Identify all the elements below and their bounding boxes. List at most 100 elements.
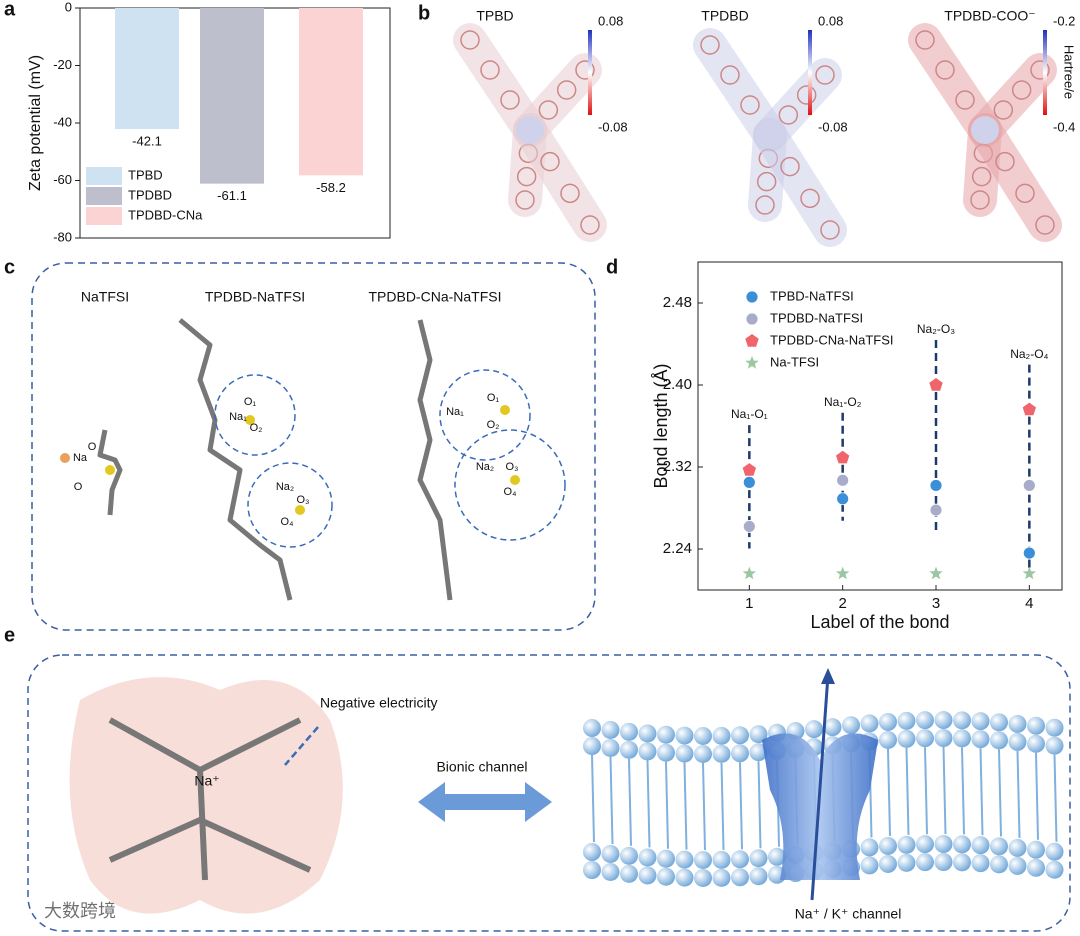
molecule-ring: [460, 30, 480, 50]
atom-label: O₃: [296, 494, 309, 506]
lipid-head: [638, 866, 657, 885]
bar: [299, 8, 363, 176]
pointer: [284, 726, 319, 766]
molecule-ring: [575, 60, 595, 80]
atom-label: O₃: [505, 461, 518, 473]
lipid-head: [934, 853, 953, 872]
point: [742, 566, 756, 580]
legend-marker: [745, 290, 759, 304]
lipid-tail: [646, 760, 651, 848]
lipid-tail: [628, 758, 632, 846]
interaction-ring: [454, 429, 566, 541]
lipid-head: [712, 850, 731, 869]
molecule-ring: [500, 90, 520, 110]
atom-label: O₄: [503, 486, 517, 498]
structure-title: TPDBD-NaTFSI: [205, 289, 305, 305]
molecule-ring: [720, 65, 740, 85]
molecule-ring: [1030, 60, 1050, 80]
y-tick-label: 2.32: [663, 458, 692, 475]
lipid-head: [675, 726, 694, 745]
lipid-head: [990, 837, 1008, 856]
lipid-head: [638, 724, 657, 743]
bond-stick: [108, 817, 312, 873]
atom-label: Na₂: [476, 461, 494, 473]
lipid-head: [1008, 732, 1027, 751]
lipid-tail: [979, 748, 984, 836]
molecule-ring: [556, 80, 577, 100]
lipid-head: [657, 849, 675, 868]
atom-label: O: [88, 441, 97, 453]
lipid-head: [971, 712, 990, 731]
atom-label: O₂: [250, 422, 263, 434]
label: Bionic channel: [436, 759, 527, 775]
structure-title: TPDBD-CNa-NaTFSI: [368, 289, 501, 305]
lipid-head: [879, 836, 897, 855]
colorbar-max: -0.2: [1053, 13, 1075, 28]
y-axis-label: Zeta potential (mV): [27, 55, 44, 191]
lipid-head: [601, 844, 620, 863]
molecule-ring: [935, 60, 955, 80]
molecule-ring: [970, 190, 990, 210]
lipid-head: [657, 743, 675, 762]
lipid-head: [712, 868, 731, 887]
y-tick-label: 2.40: [663, 376, 692, 393]
lipid-head: [694, 850, 712, 869]
lipid-head: [657, 867, 675, 886]
molecule-ring: [815, 65, 835, 85]
colorbar-max: 0.08: [598, 13, 623, 28]
colorbar-unit: Hartree/e: [1062, 45, 1077, 99]
lipid-tail: [961, 747, 965, 835]
lipid-head: [1008, 714, 1027, 733]
panel-label: e: [4, 624, 15, 646]
molecule-ring: [971, 166, 992, 187]
legend-marker: [745, 334, 759, 347]
molecule-ring: [516, 166, 537, 187]
y-tick-label: 2.24: [663, 540, 692, 557]
lipid-head: [620, 740, 638, 759]
lipid-head: [879, 730, 897, 749]
y-tick-label: -80: [53, 229, 72, 244]
colorbar-min: -0.08: [598, 119, 628, 134]
lipid-head: [731, 726, 749, 745]
molecule-hub: [971, 116, 999, 144]
lipid-head: [749, 743, 768, 762]
molecule-hub: [516, 116, 544, 144]
bond-stick: [178, 318, 293, 601]
lipid-head: [657, 725, 675, 744]
lipid-head: [583, 719, 601, 737]
double-arrow: [418, 782, 552, 822]
panel-label: a: [4, 0, 16, 20]
bond-stick: [417, 319, 453, 601]
lipid-head: [934, 729, 953, 748]
colorbar: [588, 30, 592, 115]
lipid-head: [583, 737, 601, 755]
point: [1022, 479, 1036, 492]
molecule-ring: [1015, 183, 1035, 204]
lipid-head: [731, 744, 749, 763]
lipid-head: [749, 849, 768, 868]
legend-label: TPDBD-CNa-NaTFSI: [770, 332, 894, 347]
panel-e-frame: [27, 654, 1071, 932]
lipid-head: [916, 835, 934, 854]
molecule-ring: [1011, 80, 1032, 100]
point: [1022, 566, 1036, 580]
lipid-tail: [591, 754, 595, 843]
atom-label: Na: [73, 452, 88, 464]
lipid-head: [601, 720, 620, 739]
atom-label: O₄: [280, 516, 294, 528]
panel-label: c: [4, 256, 15, 278]
molecule-ring: [480, 60, 500, 80]
molecule-surface: [968, 113, 1062, 242]
atom: [245, 415, 255, 425]
annotation: Na₂-O₃: [917, 322, 955, 336]
legend-label: TPDBD-NaTFSI: [770, 310, 863, 325]
legend-swatch: [86, 167, 122, 185]
lipid-head: [879, 712, 897, 731]
lipid-head: [675, 868, 694, 887]
point: [836, 473, 850, 487]
lipid-head: [731, 868, 749, 887]
y-tick-label: 0: [65, 0, 72, 14]
lipid-head: [860, 714, 879, 733]
atom-label: O₂: [487, 419, 500, 431]
lipid-tail: [998, 749, 1002, 837]
